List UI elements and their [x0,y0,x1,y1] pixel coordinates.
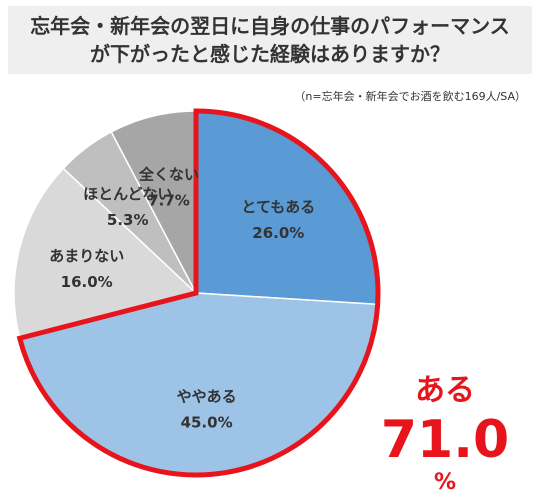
pie-label-slice-2: ややある [177,387,237,405]
highlight-value: 71.0 [380,410,510,470]
pie-value-slice-1: 26.0% [252,224,304,242]
pie-value-slice-4: 5.3% [107,211,149,229]
chart-title-line-1: 忘年会・新年会の翌日に自身の仕事のパフォーマンス [30,14,510,38]
pie-label-slice-5: 全くない [138,165,199,183]
pie-value-slice-5: 7.7% [148,191,190,209]
pie-value-slice-2: 45.0% [181,413,233,431]
highlight-unit: % [433,470,457,495]
sample-note: （n=忘年会・新年会でお酒を飲む169人/SA） [294,90,526,103]
pie-label-slice-1: とてもある [241,198,315,216]
pie-slice-3 [13,167,198,340]
pie-value-slice-3: 16.0% [61,273,113,291]
pie-chart: とてもある 26.0% ややある 45.0% あまりない 16.0% ほとんどない 5.3% 全… [13,108,381,478]
highlight-outline [16,108,381,478]
pie-labels: とてもある 26.0% ややある 45.0% あまりない 16.0% ほとんどない 5.3% 全… [49,165,315,431]
highlight-callout: ある 71.0% [370,372,520,495]
pie-label-slice-3: あまりない [49,247,124,265]
highlight-label: ある [415,373,475,408]
chart-title-line-2: が下がったと感じた経験はありますか？ [90,42,450,66]
chart-title: 忘年会・新年会の翌日に自身の仕事のパフォーマンス が下がったと感じた経験はありま… [8,6,532,74]
pie-label-slice-4: ほとんどない [83,185,172,203]
